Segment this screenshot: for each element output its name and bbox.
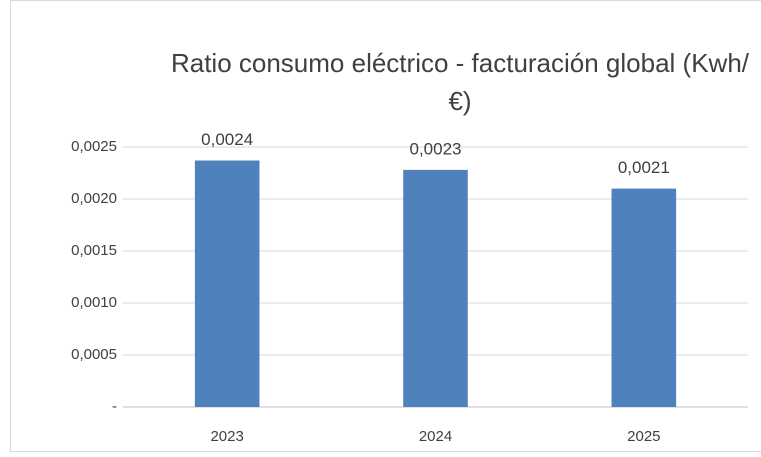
y-tick-label: - [112, 398, 117, 415]
data-label: 0,0024 [201, 130, 253, 149]
bar [403, 169, 468, 407]
y-tick-label: 0,0015 [71, 242, 117, 259]
chart-border [10, 0, 761, 452]
y-tick-label: 0,0025 [71, 138, 117, 155]
x-tick-label: 2024 [419, 428, 452, 445]
data-label: 0,0023 [410, 139, 462, 158]
y-tick-label: 0,0020 [71, 190, 117, 207]
x-tick-label: 2023 [210, 428, 243, 445]
data-label: 0,0021 [618, 158, 670, 177]
bar [194, 160, 260, 407]
y-tick-label: 0,0010 [71, 294, 117, 311]
chart-title: Ratio consumo eléctrico - facturación gl… [170, 48, 750, 116]
bar [611, 188, 677, 407]
y-tick-label: 0,0005 [71, 346, 117, 363]
x-tick-label: 2025 [627, 428, 660, 445]
